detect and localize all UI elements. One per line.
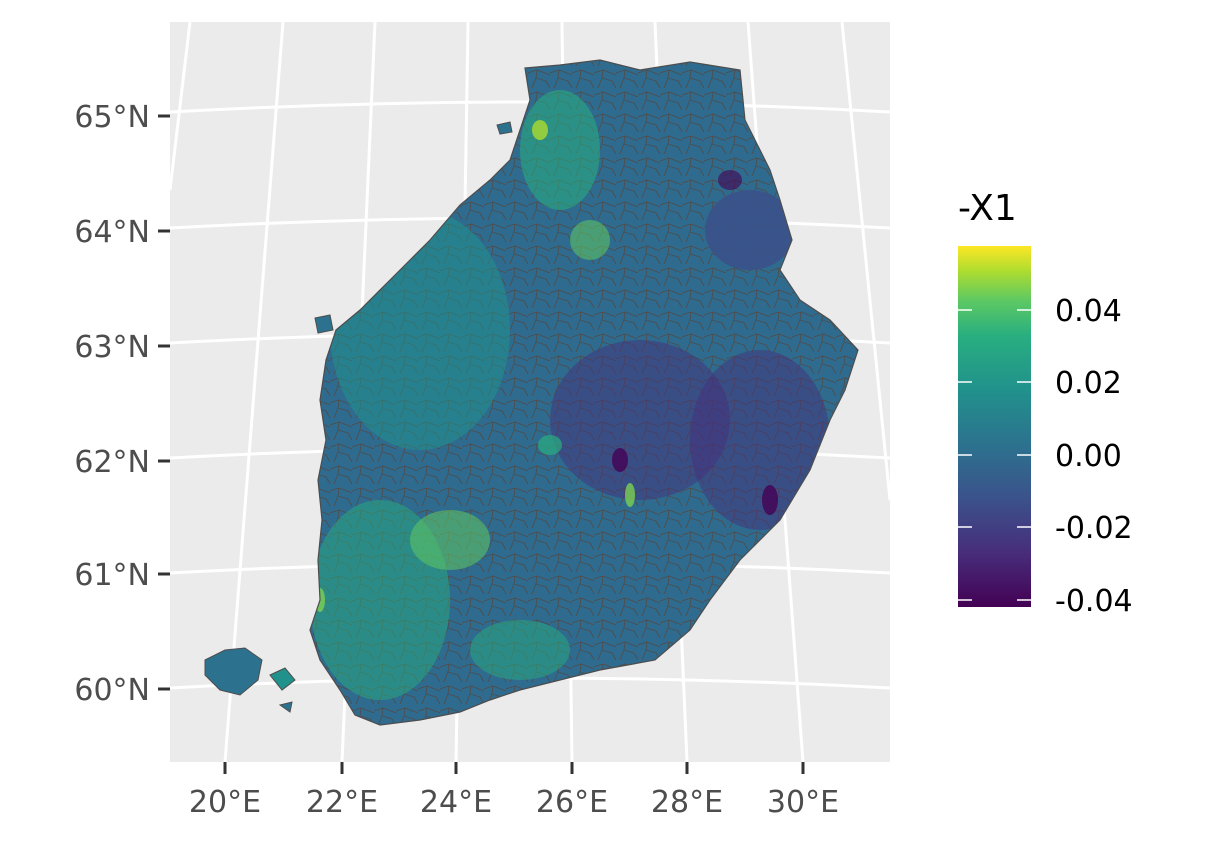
longitude-axis: 20°E 22°E 24°E 26°E 28°E 30°E	[189, 762, 839, 820]
longitude-label-28: 28°E	[651, 785, 723, 820]
latitude-label-65: 65°N	[74, 100, 150, 135]
longitude-label-26: 26°E	[536, 785, 608, 820]
longitude-label-30: 30°E	[767, 785, 839, 820]
legend-title: -X1	[958, 188, 1017, 229]
finland-regions	[204, 59, 859, 726]
legend-label-1: 0.02	[1055, 366, 1122, 401]
latitude-label-64: 64°N	[74, 215, 150, 250]
longitude-label-20: 20°E	[189, 785, 261, 820]
legend-label-3: -0.02	[1055, 511, 1133, 546]
legend-label-2: 0.00	[1055, 439, 1122, 474]
longitude-label-22: 22°E	[306, 785, 378, 820]
latitude-axis: 65°N 64°N 63°N 62°N 61°N 60°N	[74, 100, 170, 708]
latitude-label-62: 62°N	[74, 445, 150, 480]
legend-label-0: 0.04	[1055, 294, 1122, 329]
legend-label-4: -0.04	[1055, 584, 1133, 619]
longitude-label-24: 24°E	[420, 785, 492, 820]
legend: -X1 0.04 0.02 0.00 -0.02 -0.04	[958, 188, 1133, 619]
latitude-label-60: 60°N	[74, 673, 150, 708]
latitude-label-63: 63°N	[74, 330, 150, 365]
latitude-label-61: 61°N	[74, 558, 150, 593]
legend-colorbar	[958, 246, 1031, 607]
